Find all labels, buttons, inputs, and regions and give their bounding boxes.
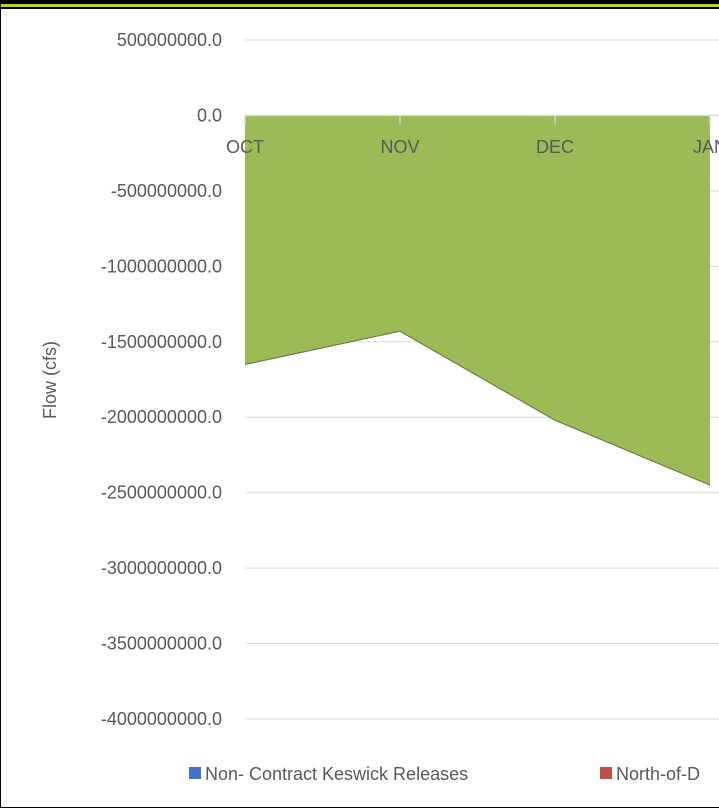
x-tick-labels: OCT NOV DEC JAN [226,137,719,157]
x-tick-label: DEC [536,137,574,157]
y-tick-labels: 500000000.0 0.0 -500000000.0 -1000000000.0 -… [101,30,222,729]
y-tick-label: -3500000000.0 [101,634,222,654]
y-tick-label: 0.0 [197,105,222,125]
y-tick-label: 500000000.0 [117,30,222,50]
area-edge-line [244,330,711,486]
top-border [1,0,719,9]
legend: Non- Contract Keswick Releases North-of-D [189,764,700,784]
legend-swatch [189,767,201,779]
y-tick-label: -1000000000.0 [101,256,222,276]
y-tick-label: -1500000000.0 [101,332,222,352]
y-tick-label: -4000000000.0 [101,709,222,729]
x-tick-label: NOV [380,137,419,157]
legend-swatch [600,767,612,779]
y-tick-label: -2000000000.0 [101,407,222,427]
area-series [244,115,711,486]
legend-label: North-of-D [616,764,700,784]
top-accent-line [1,4,719,7]
legend-label: Non- Contract Keswick Releases [205,764,468,784]
x-axis [244,114,719,125]
x-tick-label: JAN [693,137,719,157]
y-axis-label: Flow (cfs) [40,341,60,419]
y-tick-label: -3000000000.0 [101,558,222,578]
y-tick-label: -500000000.0 [111,181,222,201]
x-tick-label: OCT [226,137,264,157]
area-fill [245,115,710,486]
y-tick-label: -2500000000.0 [101,483,222,503]
